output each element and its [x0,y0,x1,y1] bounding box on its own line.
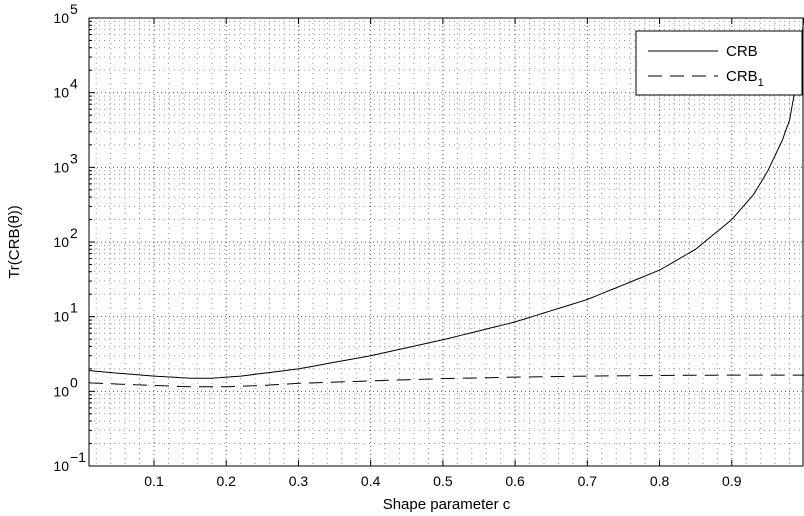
x-tick-label: 0.5 [433,473,453,489]
legend-label-crb1-subscript: 1 [758,77,764,89]
legend-label-crb1: CRB1 [726,68,764,89]
x-tick-label: 0.6 [505,473,525,489]
x-tick-label: 0.4 [361,473,381,489]
legend-label-crb1-main: CRB [726,68,758,85]
y-tick-label: 10 [53,309,69,325]
y-tick-label-exponent: 3 [70,150,78,166]
x-tick-label: 0.8 [650,473,670,489]
y-tick-label: 10 [53,234,69,250]
y-tick-label-exponent: 4 [70,76,78,92]
y-tick-label-exponent: −1 [70,449,86,465]
x-axis-label: Shape parameter c [383,496,511,513]
y-tick-label: 10 [53,10,69,26]
y-tick-label: 10 [53,458,69,474]
legend: CRB CRB1 [635,30,803,96]
y-tick-label: 10 [53,85,69,101]
x-tick-label: 0.1 [144,473,164,489]
y-tick-label-exponent: 5 [70,1,78,17]
y-tick-label-exponent: 0 [70,374,78,390]
x-tick-label: 0.7 [578,473,598,489]
x-tick-label: 0.9 [722,473,742,489]
series-line-crb1 [88,374,804,388]
series-layer [88,17,804,388]
x-tick-label: 0.2 [216,473,236,489]
y-tick-label: 10 [53,159,69,175]
y-tick-label-exponent: 2 [70,225,78,241]
legend-label-crb: CRB [726,43,758,60]
y-tick-label: 10 [53,383,69,399]
legend-box [635,30,803,96]
y-tick-label-exponent: 1 [70,300,78,316]
y-axis-label: Tr(CRB(θ)) [6,205,23,279]
series-line-crb [88,17,804,379]
x-tick-label: 0.3 [289,473,309,489]
x-axis-ticks: 0.1 0.2 0.3 0.4 0.5 0.6 0.7 0.8 0.9 [144,18,742,489]
